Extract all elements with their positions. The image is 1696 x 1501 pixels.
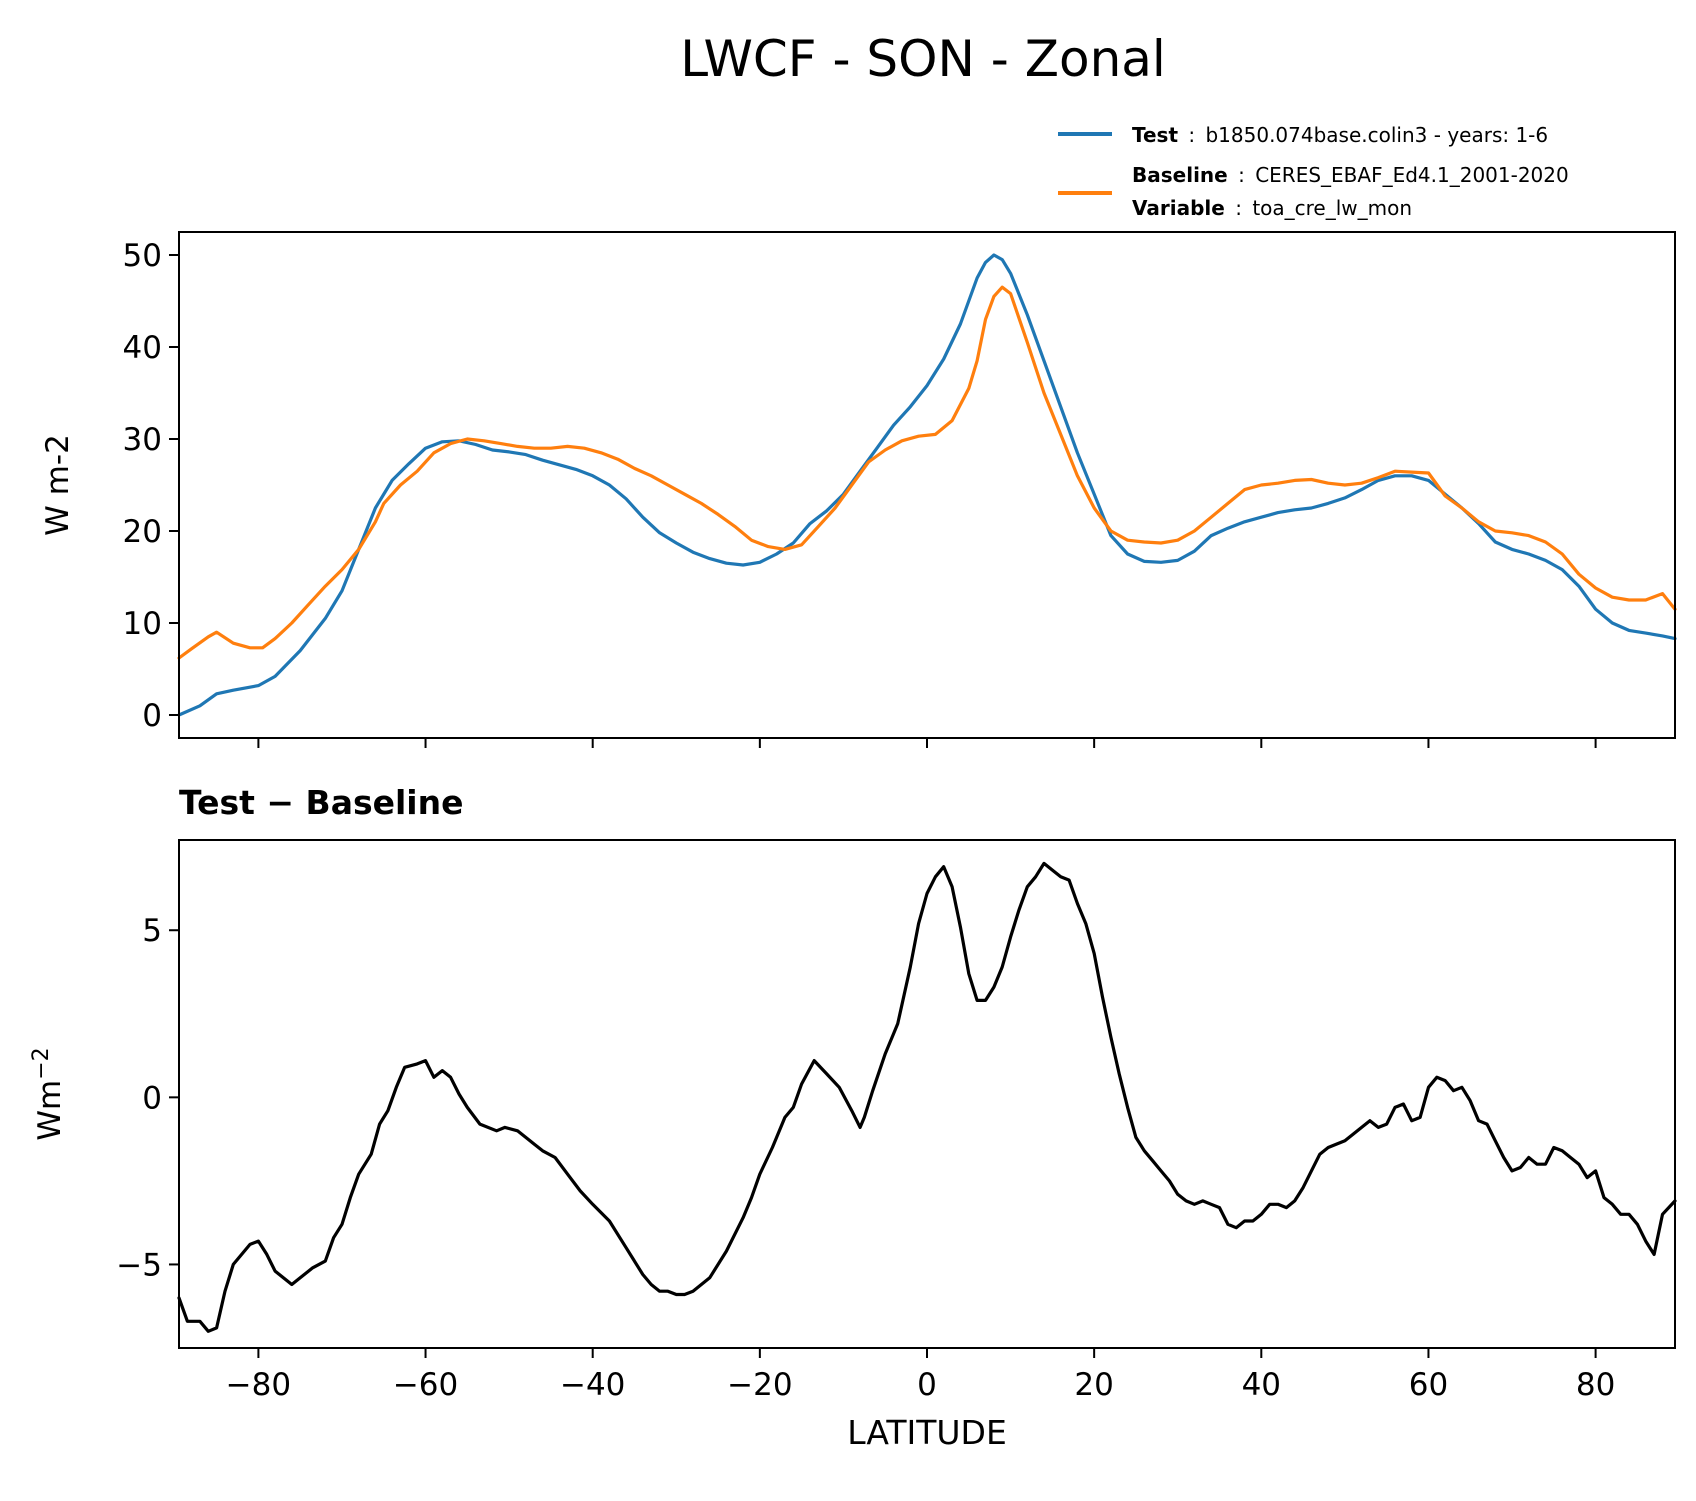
bottom-panel-title: Test − Baseline (179, 783, 464, 822)
top-ytick-label: 30 (123, 422, 162, 458)
bottom-series-difference (177, 861, 1677, 1333)
bottom-panel: Test − Baseline −5 0 5 −80 −60 −40 −20 0 20 40 60 8… (29, 783, 1677, 1452)
legend-test-value: b1850.074base.colin3 - years: 1-6 (1205, 123, 1548, 147)
top-ytick-label: 0 (142, 698, 162, 734)
bottom-panel-xlabel: LATITUDE (847, 1413, 1007, 1452)
legend-baseline-value: CERES_EBAF_Ed4.1_2001-2020 (1255, 163, 1569, 187)
bottom-panel-ticks: −5 0 5 −80 −60 −40 −20 0 20 40 60 80 (116, 913, 1615, 1403)
legend-variable-value: toa_cre_lw_mon (1252, 196, 1412, 220)
bottom-xtick-label: −40 (560, 1367, 625, 1403)
legend-test-key: Test (1132, 123, 1178, 147)
bottom-xtick-label: 60 (1409, 1367, 1448, 1403)
bottom-ytick-label: 0 (142, 1080, 162, 1116)
top-series-baseline (177, 285, 1677, 660)
bottom-xtick-label: −20 (727, 1367, 792, 1403)
top-ytick-label: 40 (123, 330, 162, 366)
bottom-ytick-label: −5 (116, 1247, 162, 1283)
svg-text:Test : b1850.074ba: Test : b1850.074base.colin3 - years: 1-6 (1132, 123, 1548, 147)
top-panel: 0 10 20 30 40 50 W m-2 (40, 231, 1677, 748)
legend-variable-key: Variable (1132, 196, 1225, 220)
bottom-xtick-label: −60 (393, 1367, 458, 1403)
svg-text:Baseline : CERES_E: Baseline : CERES_EBAF_Ed4.1_2001-2020 (1132, 163, 1569, 187)
bottom-ytick-label: 5 (142, 913, 162, 949)
top-ytick-label: 50 (123, 238, 162, 274)
bottom-xtick-label: 20 (1074, 1367, 1113, 1403)
bottom-xtick-label: 0 (917, 1367, 937, 1403)
svg-text:Variable : toa_cre: Variable : toa_cre_lw_mon (1132, 196, 1412, 220)
top-ytick-label: 10 (123, 606, 162, 642)
legend-baseline-key: Baseline (1132, 163, 1228, 187)
bottom-panel-frame (178, 839, 1676, 1349)
bottom-xtick-label: 80 (1576, 1367, 1615, 1403)
top-panel-lines (177, 253, 1677, 717)
top-panel-frame (178, 231, 1676, 739)
legend: Test : b1850.074base.colin3 - years: 1-6… (1058, 123, 1569, 220)
top-panel-ylabel: W m-2 (40, 434, 76, 536)
top-panel-ticks: 0 10 20 30 40 50 (123, 238, 1597, 748)
bottom-panel-ylabel: Wm−2 (29, 1047, 69, 1140)
chart-title: LWCF - SON - Zonal (680, 30, 1166, 88)
bottom-panel-lines (177, 861, 1677, 1333)
bottom-xtick-label: 40 (1242, 1367, 1281, 1403)
top-ytick-label: 20 (123, 514, 162, 550)
bottom-xtick-label: −80 (226, 1367, 291, 1403)
